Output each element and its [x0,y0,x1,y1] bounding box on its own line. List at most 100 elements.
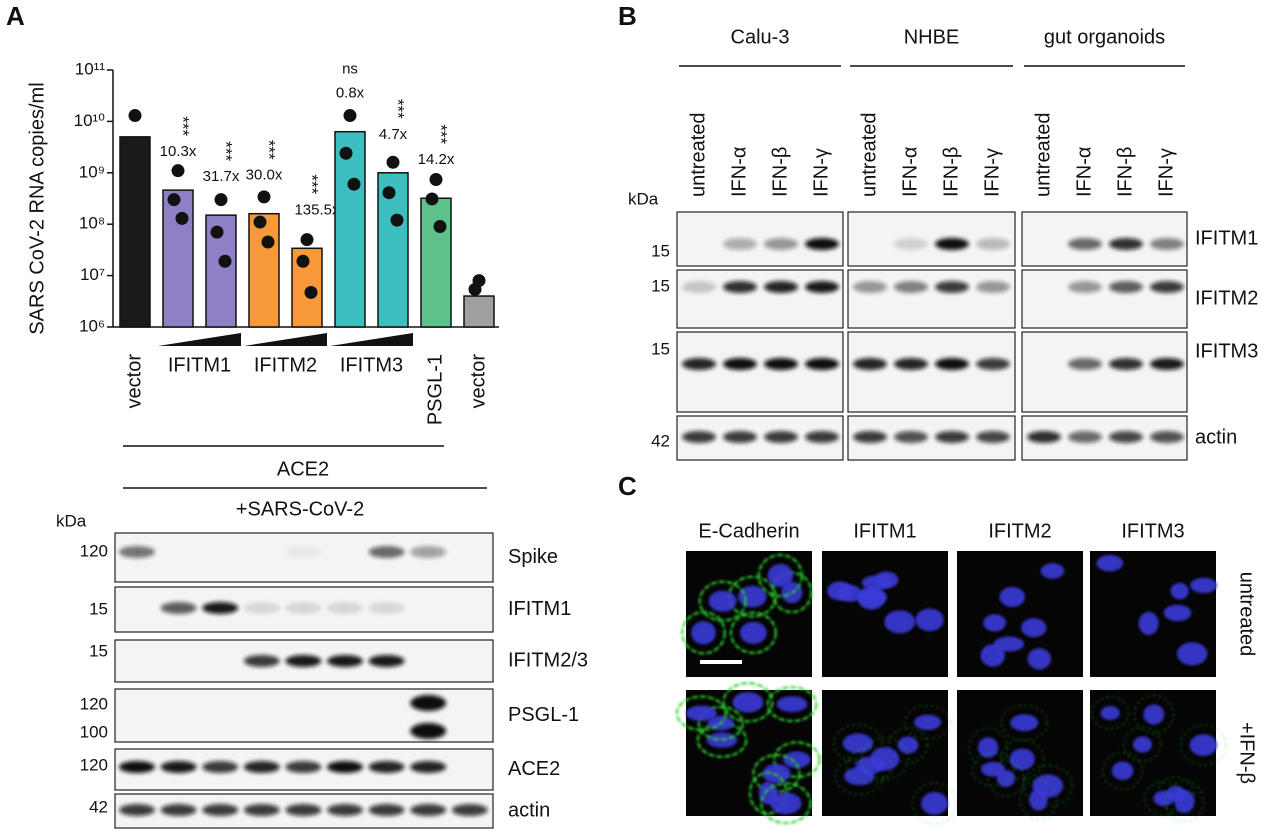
blot-row-label: IFITM3 [1195,340,1258,362]
nucleus [708,590,737,612]
y-axis-label: SARS CoV-2 RNA copies/ml [26,82,48,334]
blot-band [243,761,280,773]
group-header: Calu-3 [731,26,790,48]
blot-box [1021,269,1188,329]
nucleus [1040,563,1065,579]
lane-label: IFN-γ [981,148,1003,197]
nucleus [1163,604,1192,622]
blot-band [327,602,363,614]
bracket-label: +SARS-CoV-2 [236,498,364,520]
membrane [834,757,885,795]
kda-label: kDa [56,511,87,530]
nucleus [884,610,916,634]
dose-triangle [158,333,241,346]
data-point [386,155,400,169]
dose-triangle [330,333,413,346]
data-point [300,233,314,247]
blot-band [202,761,239,773]
column-header: E-Cadherin [698,520,799,542]
blot-band [894,281,928,293]
blot-band [368,761,405,773]
blot-band [327,804,363,816]
fold-label: 135.5x [294,201,340,218]
blot-band [894,238,928,250]
blot-band [1150,431,1184,443]
blot-band [410,761,447,773]
blot-band [853,431,887,443]
membrane [1019,779,1058,821]
significance: *** [389,99,408,119]
membrane [675,695,727,732]
blot-band [160,602,197,614]
x-tick-label: PSGL-1 [424,354,446,425]
membrane [772,741,821,779]
nucleus [1111,761,1134,781]
kda-marker: 42 [651,431,670,450]
membrane [760,782,812,825]
blot-band [285,546,322,558]
blot-band [894,431,928,443]
data-point [343,109,357,123]
nucleus [762,763,791,783]
nucleus [1029,788,1048,811]
micrograph [957,551,1083,677]
lane-label: IFN-γ [810,148,832,197]
panel-label: A [6,1,25,31]
nucleus [1174,789,1195,814]
lane-label: IFN-α [899,147,921,197]
blot-band [1027,431,1061,443]
blot-box [1021,211,1188,267]
blot-row-label: actin [508,799,550,821]
blot-band [1109,358,1143,370]
lane-label: untreated [1032,112,1054,197]
blot-band [805,238,839,250]
membrane [1022,764,1073,808]
kda-marker: 15 [89,641,108,660]
blot-band [243,602,280,614]
bar [248,212,280,328]
blot-band [764,238,798,250]
micrograph [1090,551,1218,677]
bar [463,295,495,328]
membrane [971,752,1015,787]
blot-band [451,804,488,816]
blot-band [1068,358,1102,370]
blot-box [676,269,844,329]
significance: *** [432,124,451,144]
kda-marker: 120 [80,755,108,774]
membrane [904,705,951,740]
blot-row-label: ACE2 [508,758,560,780]
blot-band [894,358,928,370]
blot-band [285,602,322,614]
blot-band [368,602,405,614]
blot-band [1150,281,1184,293]
blot-box [847,331,1016,413]
data-point [390,213,404,227]
membrane [1102,751,1143,790]
nucleus [1143,704,1165,725]
nucleus [738,585,767,608]
lane-label: IFN-β [769,147,791,197]
blot-band [976,358,1010,370]
blot-band [160,761,197,773]
column-header: IFITM3 [1121,520,1184,542]
row-label: +IFN-β [1236,722,1258,784]
nucleus [1190,577,1218,594]
nucleus [921,792,948,815]
blot-band [410,695,447,711]
blot-band [119,761,155,773]
nucleus [1189,734,1218,756]
lane-label: IFN-β [1114,147,1136,197]
micrograph [675,682,821,825]
nucleus [897,736,919,754]
fold-label: 0.8x [336,85,365,102]
nucleus [1027,648,1052,670]
blot-band [1068,238,1102,250]
nucleus [1009,748,1035,771]
blot-band [723,238,757,250]
micrograph [1090,690,1227,823]
row-label: untreated [1236,572,1258,657]
data-point [296,254,310,268]
membrane [698,580,747,622]
